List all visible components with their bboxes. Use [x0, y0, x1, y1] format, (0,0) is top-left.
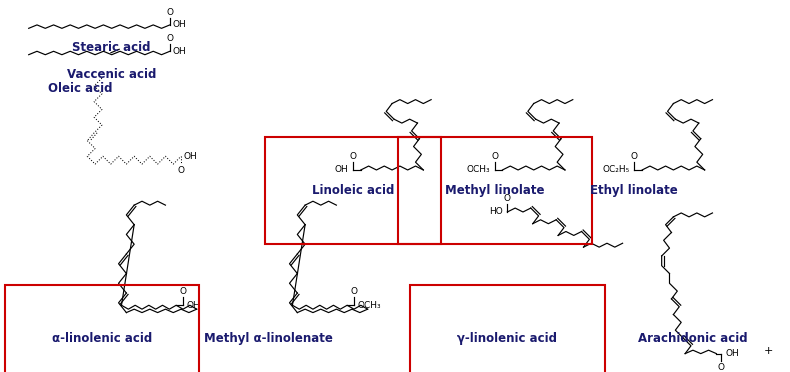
Text: α-linolenic acid: α-linolenic acid — [52, 333, 152, 346]
Text: HO: HO — [489, 208, 502, 217]
Text: +: + — [764, 346, 773, 356]
Text: O: O — [178, 166, 185, 175]
Text: Linoleic acid: Linoleic acid — [312, 184, 394, 197]
Text: OH: OH — [334, 166, 348, 174]
Text: O: O — [179, 287, 186, 296]
Text: Ethyl linolate: Ethyl linolate — [590, 184, 678, 197]
Text: Oleic acid: Oleic acid — [48, 82, 113, 95]
Text: O: O — [504, 194, 511, 203]
Text: Methyl linolate: Methyl linolate — [445, 184, 544, 197]
Text: OCH₃: OCH₃ — [466, 166, 490, 174]
Text: O: O — [631, 152, 638, 161]
Text: OH: OH — [725, 349, 739, 358]
Text: OH: OH — [187, 301, 201, 310]
Text: Vaccenic acid: Vaccenic acid — [67, 68, 156, 81]
Text: OH: OH — [183, 152, 197, 161]
Text: O: O — [167, 35, 173, 44]
Text: OH: OH — [173, 47, 186, 56]
Text: O: O — [351, 287, 357, 296]
Text: OCH₃: OCH₃ — [358, 301, 382, 310]
Text: Arachidonic acid: Arachidonic acid — [638, 333, 748, 346]
Text: OC₂H₅: OC₂H₅ — [602, 166, 630, 174]
Text: O: O — [491, 152, 498, 161]
Text: γ-linolenic acid: γ-linolenic acid — [457, 333, 557, 346]
Text: O: O — [718, 363, 724, 372]
Text: Methyl α-linolenate: Methyl α-linolenate — [204, 333, 333, 346]
Text: O: O — [167, 8, 173, 17]
Text: O: O — [349, 152, 356, 161]
Text: Stearic acid: Stearic acid — [73, 41, 151, 54]
Text: OH: OH — [173, 20, 186, 29]
